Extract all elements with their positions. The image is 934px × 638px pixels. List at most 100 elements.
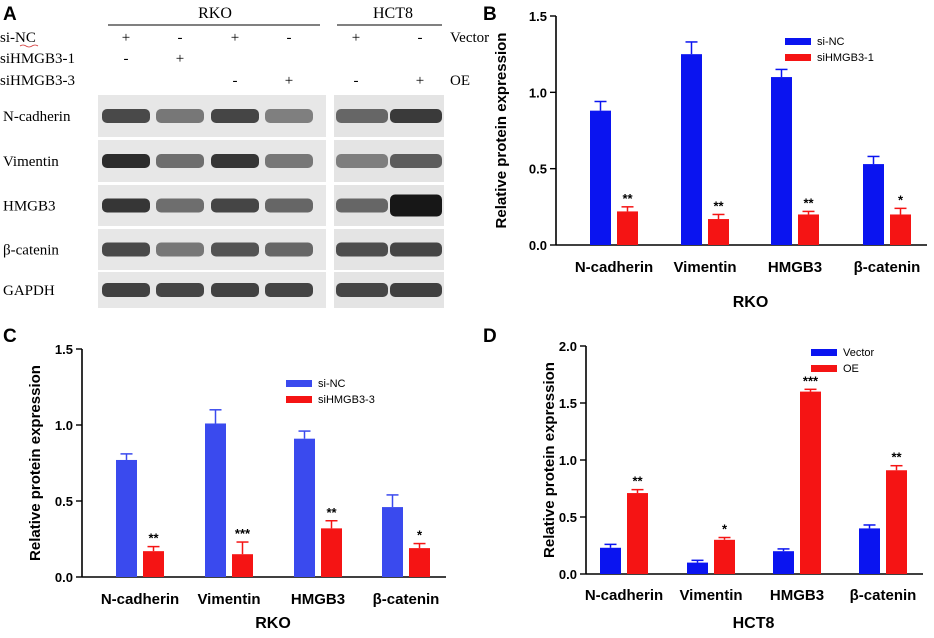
- legend-swatch: [286, 396, 312, 403]
- bar: [205, 423, 226, 577]
- bar: [771, 77, 792, 245]
- category-label: β-catenin: [854, 259, 921, 276]
- y-tick-label: 1.5: [559, 396, 577, 411]
- legend-swatch: [811, 365, 837, 372]
- blot-band: [211, 154, 259, 168]
- category-label: HMGB3: [291, 591, 345, 608]
- blot-band: [156, 242, 204, 257]
- blot-band: [102, 109, 150, 123]
- lane-sign: -: [354, 73, 359, 89]
- category-label: HMGB3: [768, 259, 822, 276]
- category-label: N-cadherin: [575, 259, 653, 276]
- panel-letter: B: [483, 4, 497, 25]
- category-label: Vimentin: [679, 587, 742, 604]
- significance-label: *: [722, 522, 728, 537]
- blot-rows: N-cadherin Vimentin HMGB3 β-catenin GAPDH: [3, 95, 444, 308]
- lane-sign: +: [231, 30, 239, 46]
- blot-band: [211, 198, 259, 213]
- y-tick-label: 1.5: [55, 342, 73, 357]
- blot-band: [336, 109, 388, 123]
- blot-band: [156, 154, 204, 168]
- x-axis-title: RKO: [733, 294, 769, 311]
- blot-band: [265, 198, 313, 213]
- lane-sign: +: [176, 51, 184, 67]
- blot-band: [336, 242, 388, 257]
- blot-band: [390, 109, 442, 123]
- legend-label: siHMGB3-3: [318, 394, 375, 406]
- significance-label: ***: [235, 526, 251, 541]
- y-tick-label: 1.0: [559, 453, 577, 468]
- bar: [382, 507, 403, 577]
- chart-c: C 0.0 0.5 1.0 1.5 Relative protein expression…: [3, 326, 446, 632]
- category-label: β-catenin: [850, 587, 917, 604]
- bar: [886, 470, 907, 574]
- y-tick-label: 0.0: [559, 567, 577, 582]
- significance-label: **: [891, 450, 902, 465]
- y-axis-label: Relative protein expression: [493, 33, 510, 229]
- bar: [143, 551, 164, 577]
- panel-letter-a: A: [3, 4, 17, 25]
- cell-line-hct8: HCT8: [373, 5, 413, 22]
- lane-sign: -: [178, 30, 183, 46]
- blot-band: [265, 283, 313, 297]
- condition-label: siHMGB3-3: [0, 73, 75, 89]
- protein-label: HMGB3: [3, 199, 56, 215]
- blot-band: [265, 109, 313, 123]
- bar: [687, 562, 708, 574]
- y-tick-label: 1.0: [55, 418, 73, 433]
- significance-label: *: [417, 528, 423, 543]
- condition-label: si-NC: [0, 30, 36, 46]
- bar: [232, 554, 253, 577]
- bar: [409, 548, 430, 577]
- lane-sign: -: [287, 30, 292, 46]
- blot-band: [102, 283, 150, 297]
- y-tick-label: 0.5: [529, 162, 547, 177]
- blot-band: [211, 109, 259, 123]
- y-tick-label: 0.5: [55, 494, 73, 509]
- blot-band: [211, 283, 259, 297]
- legend-label: si-NC: [318, 378, 346, 390]
- blot-band: [390, 194, 442, 217]
- bar: [681, 54, 702, 245]
- protein-label: GAPDH: [3, 283, 55, 299]
- significance-label: **: [632, 474, 643, 489]
- y-tick-label: 1.5: [529, 9, 547, 24]
- bar: [773, 551, 794, 574]
- x-axis-title: HCT8: [733, 615, 775, 632]
- legend-swatch: [811, 349, 837, 356]
- lane-sign: -: [124, 51, 129, 67]
- condition-right-label: OE: [450, 73, 470, 89]
- bar: [800, 391, 821, 574]
- bar: [798, 214, 819, 245]
- significance-label: **: [803, 195, 814, 210]
- y-tick-label: 1.0: [529, 85, 547, 100]
- lane-sign: -: [233, 73, 238, 89]
- bar: [116, 459, 137, 577]
- category-label: Vimentin: [673, 259, 736, 276]
- bar: [321, 528, 342, 577]
- blot-band: [336, 283, 388, 297]
- bar: [600, 547, 621, 574]
- blot-band: [211, 242, 259, 257]
- category-label: N-cadherin: [101, 591, 179, 608]
- category-label: Vimentin: [197, 591, 260, 608]
- significance-label: **: [622, 191, 633, 206]
- cell-line-rko: RKO: [198, 5, 232, 22]
- legend-label: si-NC: [817, 36, 845, 48]
- legend-label: OE: [843, 363, 859, 375]
- chart-b: B 0.0 0.5 1.0 1.5 Relative protein expression…: [483, 4, 927, 311]
- bar: [708, 219, 729, 245]
- condition-rows: si-NC + - + - + - Vector siHMGB3-1 - + siHMGB3-3 - + -…: [0, 30, 489, 89]
- panel-letter: D: [483, 326, 497, 347]
- bar: [617, 211, 638, 245]
- protein-label: β-catenin: [3, 243, 59, 259]
- bar: [863, 164, 884, 245]
- y-tick-label: 0.0: [55, 570, 73, 585]
- significance-label: **: [713, 198, 724, 213]
- lane-sign: +: [352, 30, 360, 46]
- blot-band: [156, 109, 204, 123]
- legend-swatch: [785, 54, 811, 61]
- bar: [627, 493, 648, 574]
